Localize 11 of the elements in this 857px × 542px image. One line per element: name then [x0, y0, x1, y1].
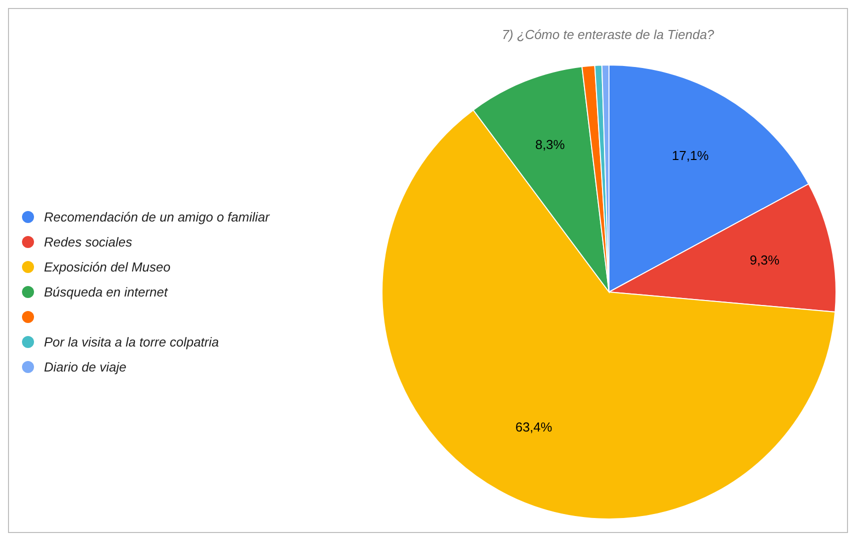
- legend-label: Recomendación de un amigo o familiar: [44, 210, 270, 224]
- data-label: 17,1%: [672, 148, 710, 163]
- legend-label: Búsqueda en internet: [44, 284, 169, 300]
- data-label: 9,3%: [750, 252, 780, 268]
- legend-label: Por la visita a la torre colpatria: [44, 334, 219, 350]
- data-label: 63,4%: [515, 419, 553, 434]
- legend-label: Exposición del Museo: [44, 260, 170, 274]
- legend-label: Diario de viaje: [44, 360, 126, 374]
- data-label: 8,3%: [535, 136, 566, 152]
- legend-label: Redes sociales: [44, 234, 133, 250]
- chart-title: 7) ¿Cómo te enteraste de la Tienda?: [502, 27, 715, 42]
